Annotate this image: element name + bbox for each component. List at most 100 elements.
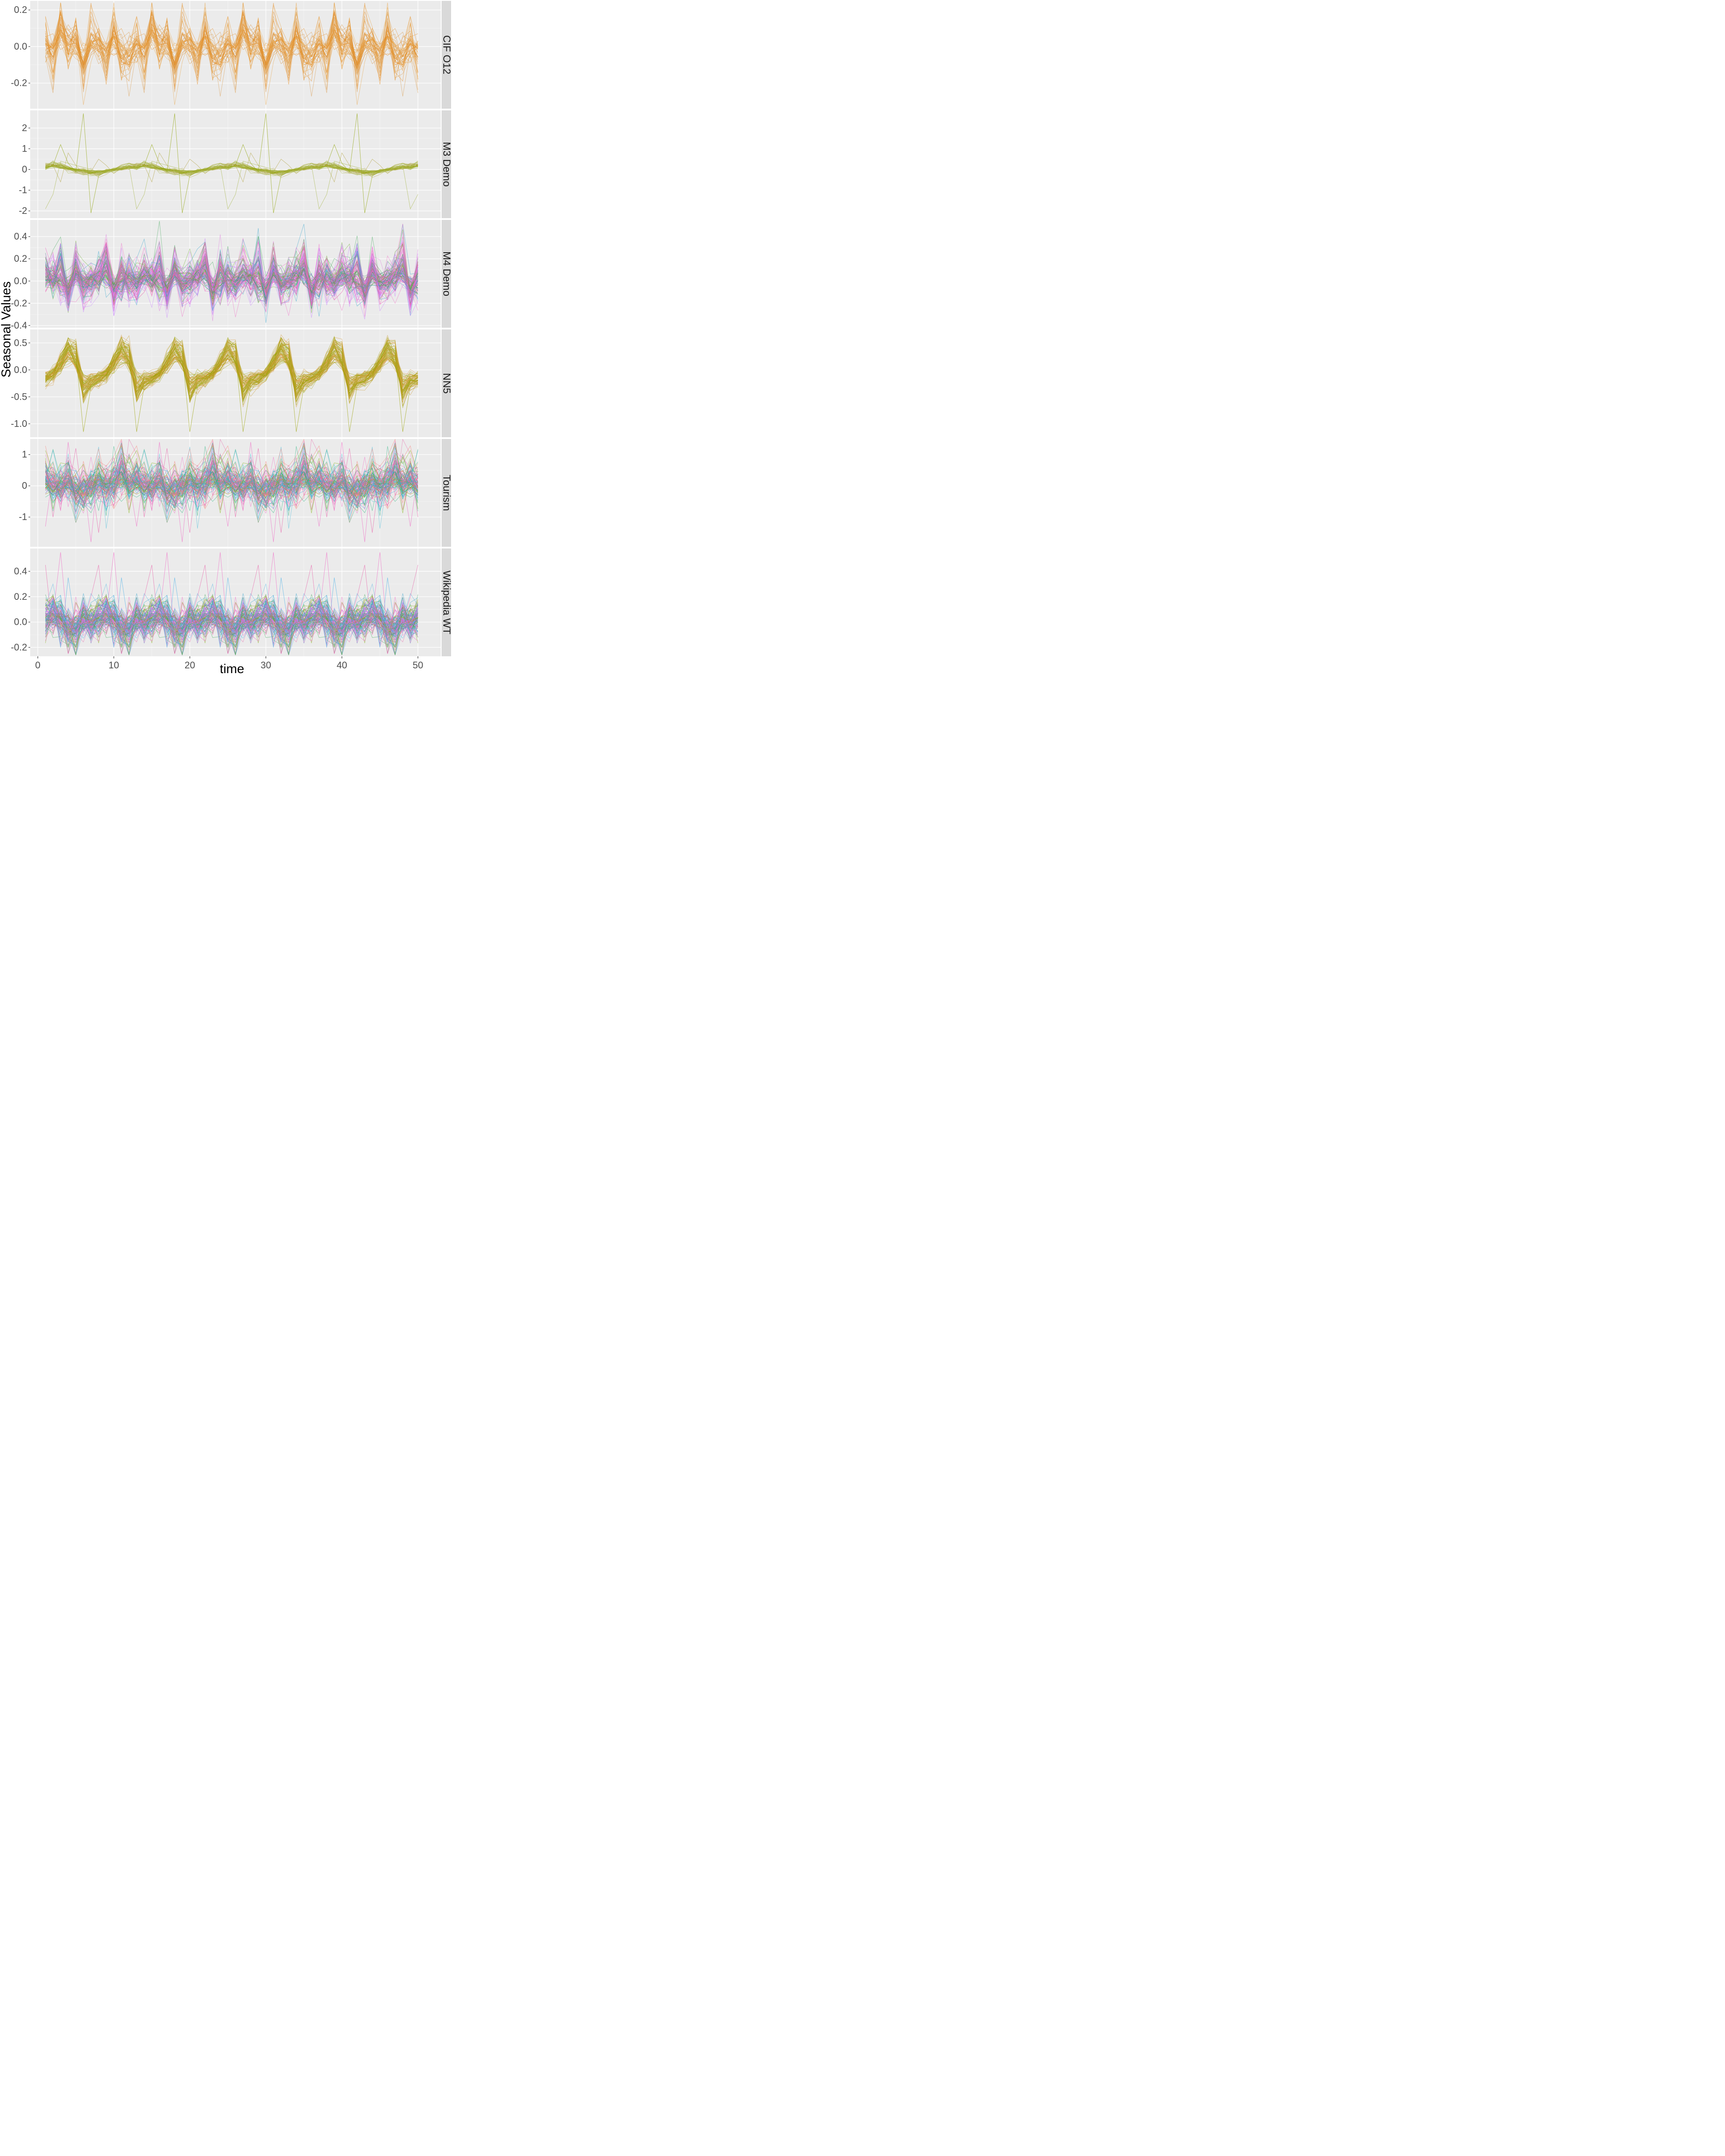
series-line <box>45 35 418 65</box>
panels: 0.2 0.0 -0.2 CIF O12 2 1 0 -1 -2 M3 Demo 0.4 0.2 0.0… <box>11 1 451 656</box>
series-line <box>45 604 418 642</box>
y-tick-label: 1 <box>22 143 27 154</box>
series-line <box>45 260 418 298</box>
series-line <box>45 338 418 403</box>
series-line <box>45 471 418 494</box>
y-tick-label: -0.5 <box>11 391 27 402</box>
series-line <box>45 599 418 645</box>
series-line <box>45 18 418 66</box>
series-line <box>45 607 418 624</box>
series-line <box>45 465 418 510</box>
series-line <box>45 268 418 295</box>
x-axis: 0 10 20 30 40 50 <box>35 656 423 671</box>
y-tick-label: -1 <box>19 185 27 195</box>
series-line <box>45 253 418 310</box>
series-line <box>45 258 418 295</box>
series-line <box>45 162 418 178</box>
facet-strip-label: Tourism <box>441 475 451 511</box>
y-tick-label: 0.4 <box>14 566 27 577</box>
x-tick-label: 50 <box>413 660 423 671</box>
series-line <box>45 234 418 303</box>
facet-strip <box>442 220 451 328</box>
series-line <box>45 599 418 640</box>
facet-strip-label: CIF O12 <box>441 35 451 75</box>
y-tick-label: -2 <box>19 205 27 216</box>
y-tick-label: 0.0 <box>14 617 27 627</box>
y-tick-label: -1 <box>19 511 27 522</box>
outlier-series-line <box>45 152 418 183</box>
series-line <box>45 165 418 175</box>
series-line <box>45 445 418 506</box>
facet-strip <box>442 439 451 547</box>
facet-strip <box>442 1 451 109</box>
series-line <box>45 470 418 511</box>
panel-2: 0.4 0.2 0.0 -0.2 -0.4 M4 Demo <box>11 220 451 331</box>
series-line <box>45 613 418 622</box>
panel-5: 0.4 0.2 0.0 -0.2 Wikipedia WT <box>11 548 451 656</box>
y-axis-title: Seasonal Values <box>0 282 13 378</box>
series-line <box>45 247 418 320</box>
y-tick-label: 0.2 <box>14 591 27 602</box>
series-line <box>45 474 418 496</box>
facet-strip-label: M3 Demo <box>441 142 451 187</box>
series-line <box>45 256 418 298</box>
x-axis-title: time <box>220 662 245 676</box>
panel-background <box>30 1 441 109</box>
series-line <box>45 462 418 508</box>
y-tick-label: 0.2 <box>14 253 27 264</box>
series-line <box>45 356 418 387</box>
series-lines <box>45 3 418 105</box>
y-tick-label: -0.2 <box>11 642 27 652</box>
outlier-series-line <box>45 448 418 533</box>
panel-4: 1 0 -1 Tourism <box>19 439 451 547</box>
outlier-series-line <box>45 241 418 305</box>
series-line <box>45 342 418 403</box>
series-lines <box>45 221 418 323</box>
y-tick-label: -0.4 <box>11 320 27 331</box>
series-line <box>45 480 418 490</box>
y-tick-label: 0 <box>22 480 27 491</box>
panel-3: 0.5 0.0 -0.5 -1.0 NN5 <box>11 329 451 437</box>
series-line <box>45 618 418 629</box>
series-line <box>45 355 418 382</box>
series-line <box>45 467 418 495</box>
y-tick-label: 0.0 <box>14 364 27 375</box>
series-line <box>45 241 418 310</box>
series-lines <box>45 113 418 213</box>
y-tick-label: 0.5 <box>14 337 27 348</box>
series-lines <box>45 334 418 432</box>
x-tick-label: 30 <box>260 660 271 671</box>
series-line <box>45 458 418 509</box>
outlier-series-line <box>45 247 418 306</box>
series-line <box>45 467 418 503</box>
facet-strip <box>442 548 451 656</box>
outlier-series-line <box>45 565 418 654</box>
y-tick-label: -1.0 <box>11 418 27 429</box>
outlier-series-line <box>45 337 418 432</box>
x-tick-label: 10 <box>109 660 119 671</box>
panel-0: 0.2 0.0 -0.2 CIF O12 <box>11 1 451 109</box>
series-line <box>45 12 418 92</box>
outlier-series-line <box>45 161 418 210</box>
series-line <box>45 29 418 66</box>
series-line <box>45 25 418 64</box>
facet-strip <box>442 329 451 437</box>
y-tick-label: 0.0 <box>14 41 27 52</box>
y-tick-label: -0.2 <box>11 78 27 88</box>
outlier-series-line <box>45 442 418 542</box>
y-tick-label: 1 <box>22 449 27 460</box>
y-tick-label: 0.4 <box>14 231 27 242</box>
facet-strip-label: NN5 <box>441 373 451 394</box>
series-line <box>45 164 418 174</box>
series-line <box>45 458 418 504</box>
x-tick-label: 40 <box>337 660 347 671</box>
outlier-series-line <box>45 577 418 648</box>
y-tick-label: 2 <box>22 122 27 133</box>
x-tick-label: 20 <box>185 660 195 671</box>
outlier-series-line <box>45 552 418 642</box>
y-tick-label: 0.0 <box>14 276 27 286</box>
series-line <box>45 346 418 395</box>
series-lines <box>45 439 418 542</box>
series-line <box>45 344 418 392</box>
